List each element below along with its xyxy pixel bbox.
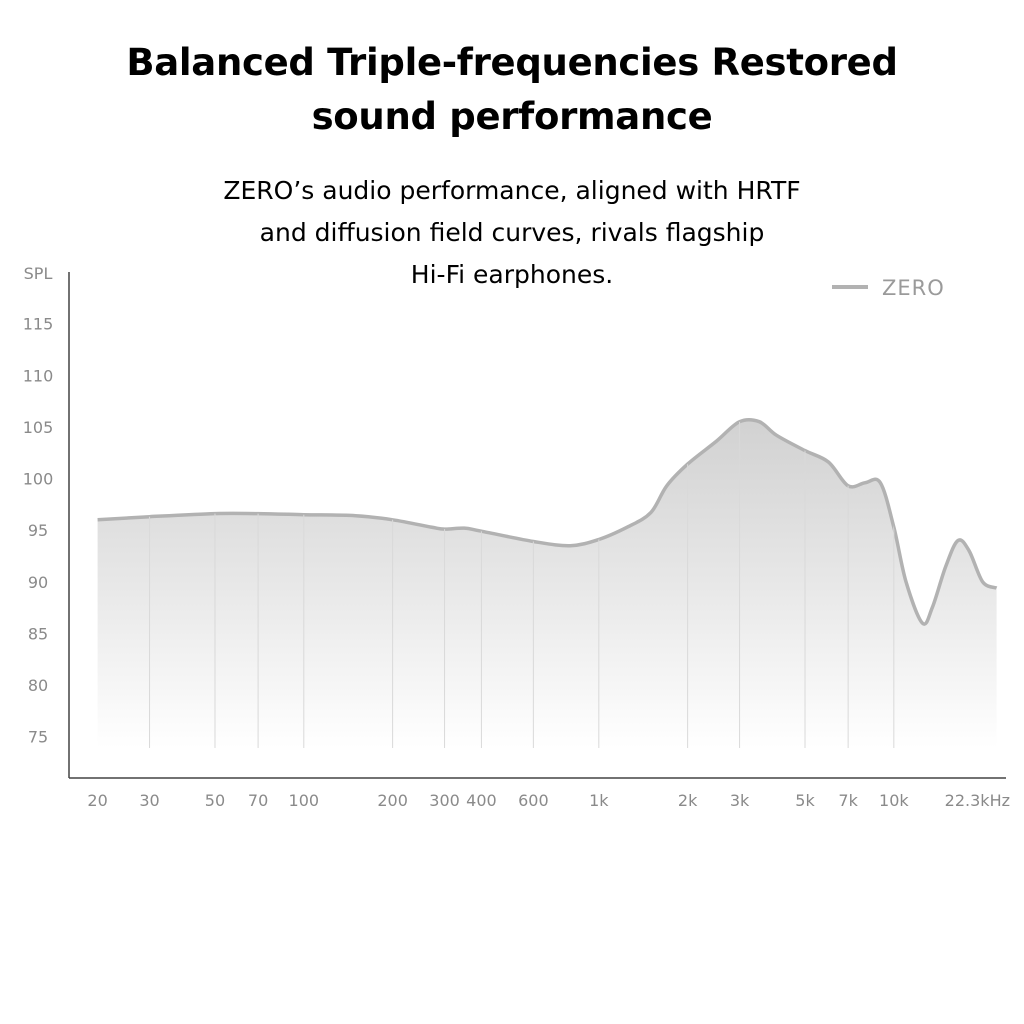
description-line-1: ZERO’s audio performance, aligned with H… (223, 176, 801, 205)
x-tick-label-50: 50 (205, 791, 225, 810)
series-line-zero (97, 417, 998, 626)
y-tick-label-85: 85 (28, 624, 48, 643)
y-tick-label-95: 95 (28, 521, 48, 540)
y-tick-label-100: 100 (23, 470, 54, 489)
x-tick-label-1k: 1k (589, 791, 609, 810)
tick-labels: SPL 75 80 85 90 95 100 105 110 115 20 30 50 70 100 200 3… (23, 264, 1010, 810)
legend: ZERO (832, 276, 945, 300)
y-tick-label-105: 105 (23, 418, 54, 437)
area-layer (97, 417, 998, 748)
x-tick-label-70: 70 (248, 791, 268, 810)
y-tick-label-90: 90 (28, 573, 48, 592)
x-tick-label-30: 30 (139, 791, 159, 810)
y-tick-label-75: 75 (28, 728, 48, 747)
x-tick-label-100: 100 (289, 791, 320, 810)
x-tick-label-10k: 10k (879, 791, 909, 810)
headline-line-2: sound performance (311, 95, 713, 138)
x-tick-label-200: 200 (377, 791, 408, 810)
headline-line-1: Balanced Triple-frequencies Restored (126, 41, 898, 84)
description: ZERO’s audio performance, aligned with H… (0, 170, 1024, 296)
y-tick-label-110: 110 (23, 366, 54, 385)
description-line-2: and diffusion field curves, rivals flags… (259, 218, 765, 247)
x-tick-label-7k: 7k (838, 791, 858, 810)
headline: Balanced Triple-frequencies Restored sou… (0, 36, 1024, 144)
x-tick-label-400: 400 (466, 791, 497, 810)
x-tick-label-2k: 2k (678, 791, 698, 810)
response-area-fill (97, 419, 997, 748)
axes (68, 272, 1006, 779)
y-tick-label-115: 115 (23, 315, 54, 334)
x-tick-label-300: 300 (429, 791, 460, 810)
x-tick-label-600: 600 (518, 791, 549, 810)
x-tick-label-3k: 3k (730, 791, 750, 810)
description-line-3: Hi-Fi earphones. (410, 260, 614, 289)
y-tick-label-80: 80 (28, 676, 48, 695)
legend-label-zero: ZERO (882, 276, 945, 300)
x-tick-label-22.3kHz: 22.3kHz (945, 791, 1010, 810)
x-tick-label-20: 20 (87, 791, 107, 810)
y-axis-label: SPL (24, 264, 53, 283)
x-tick-label-5k: 5k (795, 791, 815, 810)
